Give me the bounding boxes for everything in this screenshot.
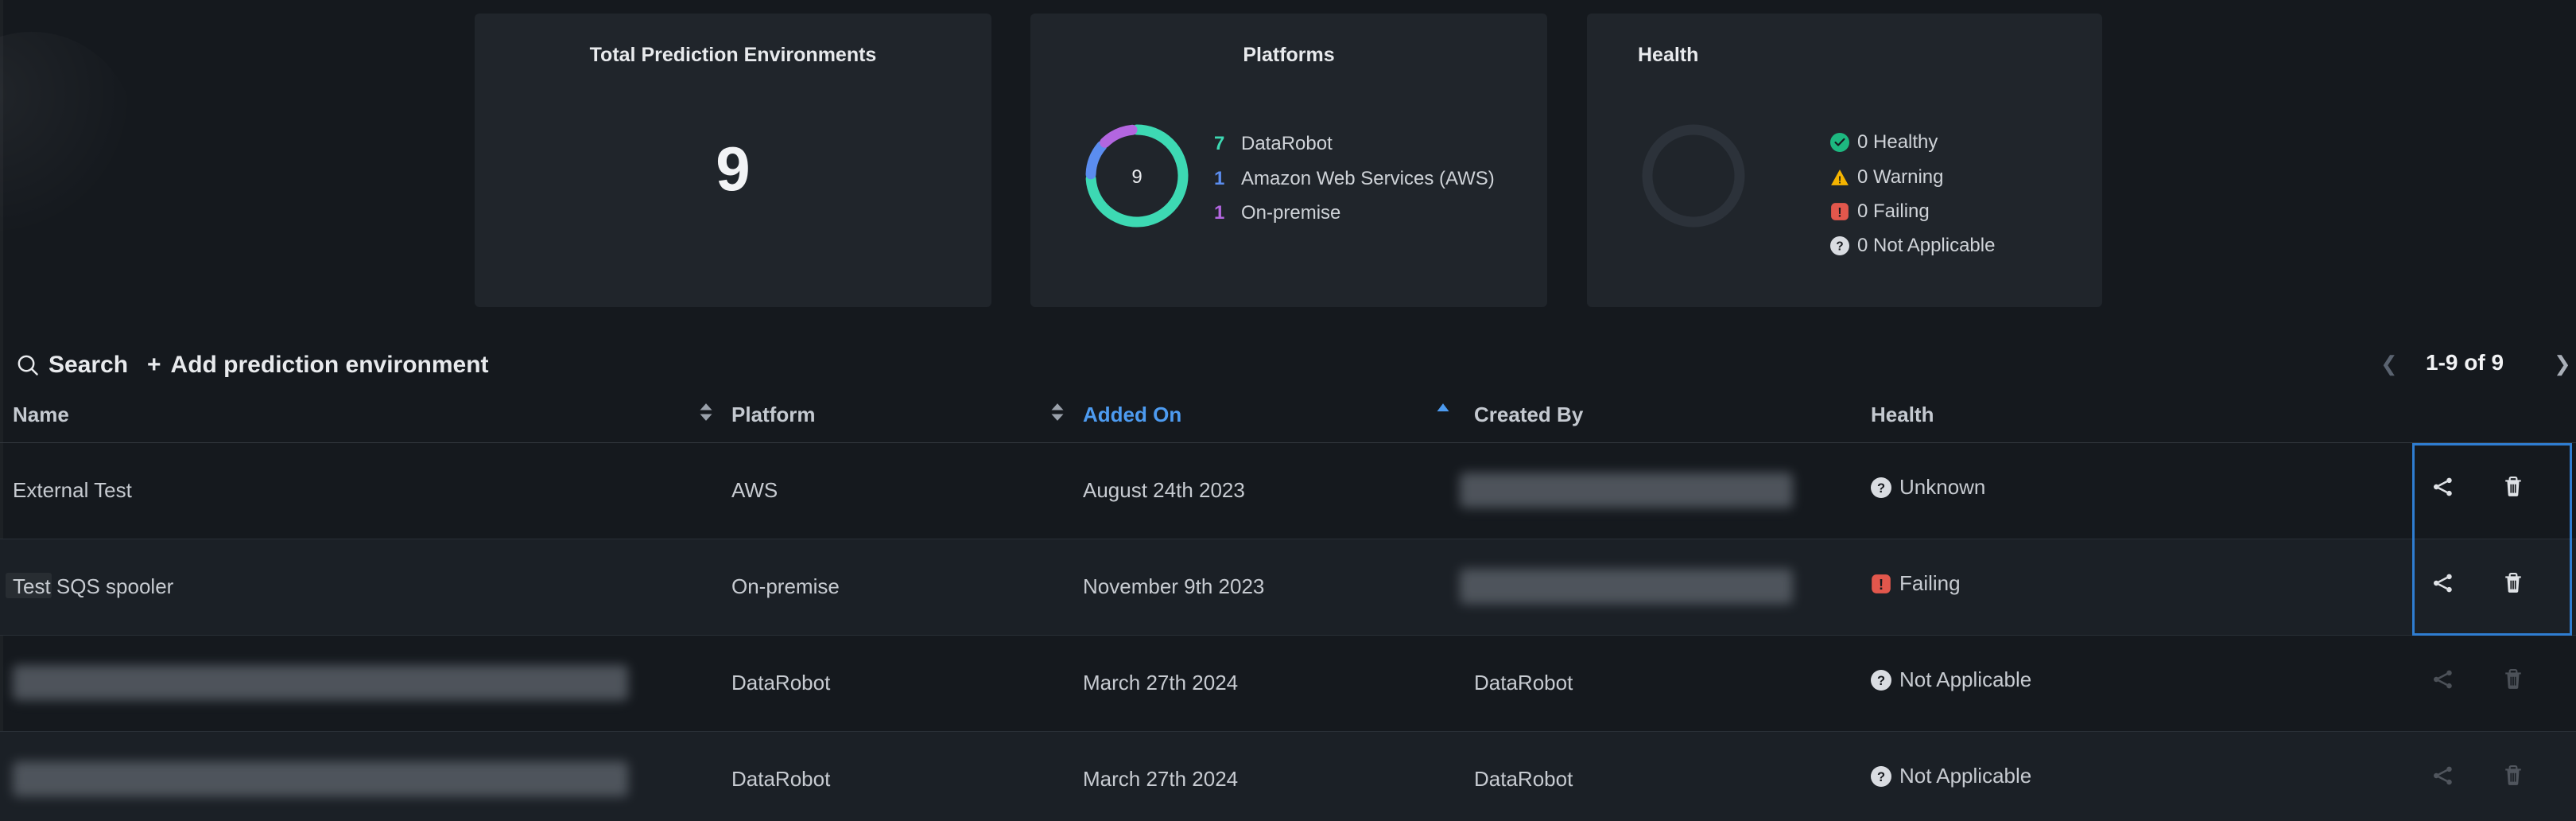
svg-text:?: ? bbox=[1877, 768, 1885, 784]
svg-text:?: ? bbox=[1877, 672, 1885, 687]
svg-text:9: 9 bbox=[1131, 166, 1142, 188]
svg-text:?: ? bbox=[1836, 239, 1843, 253]
svg-text:?: ? bbox=[1877, 480, 1885, 495]
svg-text:!: ! bbox=[1879, 577, 1884, 593]
svg-text:!: ! bbox=[1838, 174, 1841, 186]
svg-text:!: ! bbox=[1837, 206, 1841, 220]
